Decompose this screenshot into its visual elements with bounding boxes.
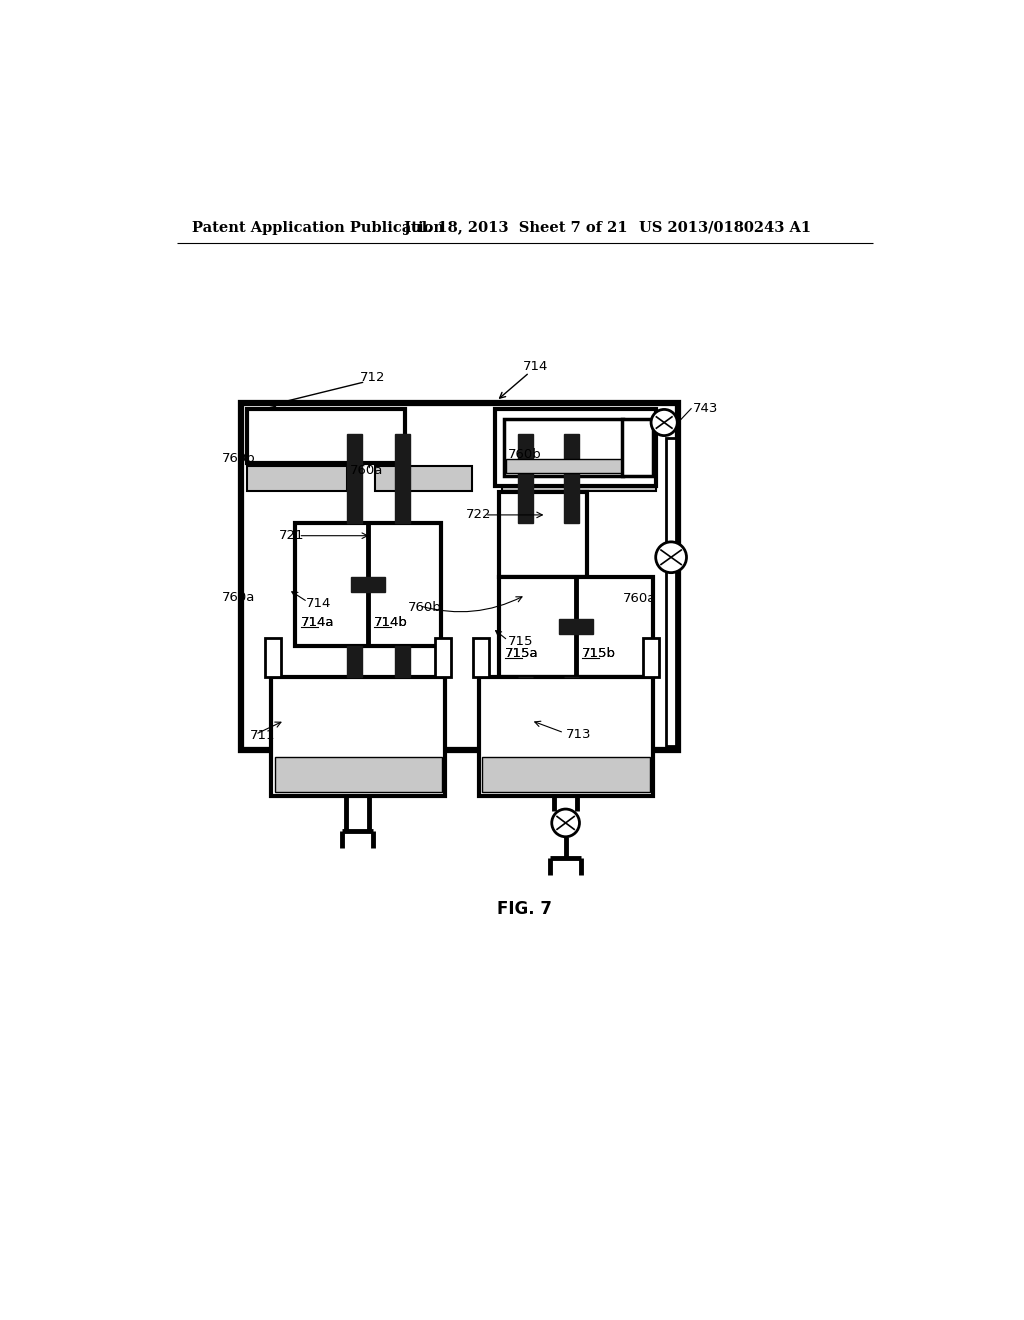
Text: 712: 712 — [360, 371, 385, 384]
Bar — [241, 404, 678, 750]
Bar — [394, 645, 410, 677]
Bar — [667, 438, 676, 746]
Bar — [274, 758, 441, 792]
Bar — [564, 434, 580, 523]
Bar — [643, 638, 658, 677]
Bar — [376, 466, 472, 491]
Bar — [435, 638, 451, 677]
Bar — [506, 459, 621, 474]
Text: FIG. 7: FIG. 7 — [498, 900, 552, 919]
Bar — [503, 466, 656, 491]
Bar — [394, 434, 410, 523]
Bar — [247, 409, 404, 463]
Circle shape — [651, 409, 677, 436]
Bar — [495, 409, 656, 487]
Text: 722: 722 — [466, 508, 492, 521]
Bar — [482, 758, 649, 792]
Text: 714: 714 — [523, 360, 549, 372]
Bar — [473, 638, 488, 677]
Text: 715a: 715a — [505, 647, 539, 660]
Text: 715b: 715b — [582, 647, 615, 660]
Text: 760b: 760b — [221, 453, 255, 465]
Bar — [518, 434, 534, 523]
Bar — [265, 638, 281, 677]
Circle shape — [655, 541, 686, 573]
Bar — [504, 418, 624, 477]
Bar — [351, 577, 385, 591]
Bar — [499, 492, 587, 577]
Bar — [271, 677, 444, 796]
Bar — [499, 577, 652, 677]
Bar — [295, 523, 441, 645]
Text: 714: 714 — [306, 597, 332, 610]
Text: 714b: 714b — [374, 616, 408, 630]
Text: 713: 713 — [565, 727, 591, 741]
Text: 760a: 760a — [624, 593, 656, 606]
Text: 714a: 714a — [301, 616, 334, 630]
Text: 760b: 760b — [408, 601, 441, 614]
Bar — [479, 677, 652, 796]
Text: 715a: 715a — [505, 647, 539, 660]
Text: 760a: 760a — [350, 463, 383, 477]
Text: 760b: 760b — [508, 449, 542, 462]
Text: 715: 715 — [508, 635, 534, 648]
Bar — [347, 645, 362, 677]
Bar — [622, 418, 652, 477]
Text: 711: 711 — [250, 730, 275, 742]
Bar — [247, 466, 347, 491]
Text: 714b: 714b — [374, 616, 408, 630]
Text: US 2013/0180243 A1: US 2013/0180243 A1 — [639, 220, 811, 235]
Text: Patent Application Publication: Patent Application Publication — [193, 220, 444, 235]
Text: Jul. 18, 2013  Sheet 7 of 21: Jul. 18, 2013 Sheet 7 of 21 — [403, 220, 628, 235]
Circle shape — [552, 809, 580, 837]
Text: 714a: 714a — [301, 616, 334, 630]
Bar — [559, 619, 593, 635]
Text: 721: 721 — [279, 529, 304, 543]
Text: 743: 743 — [692, 403, 718, 416]
Bar — [347, 434, 362, 523]
Text: 715b: 715b — [582, 647, 615, 660]
Text: 760a: 760a — [221, 591, 255, 603]
